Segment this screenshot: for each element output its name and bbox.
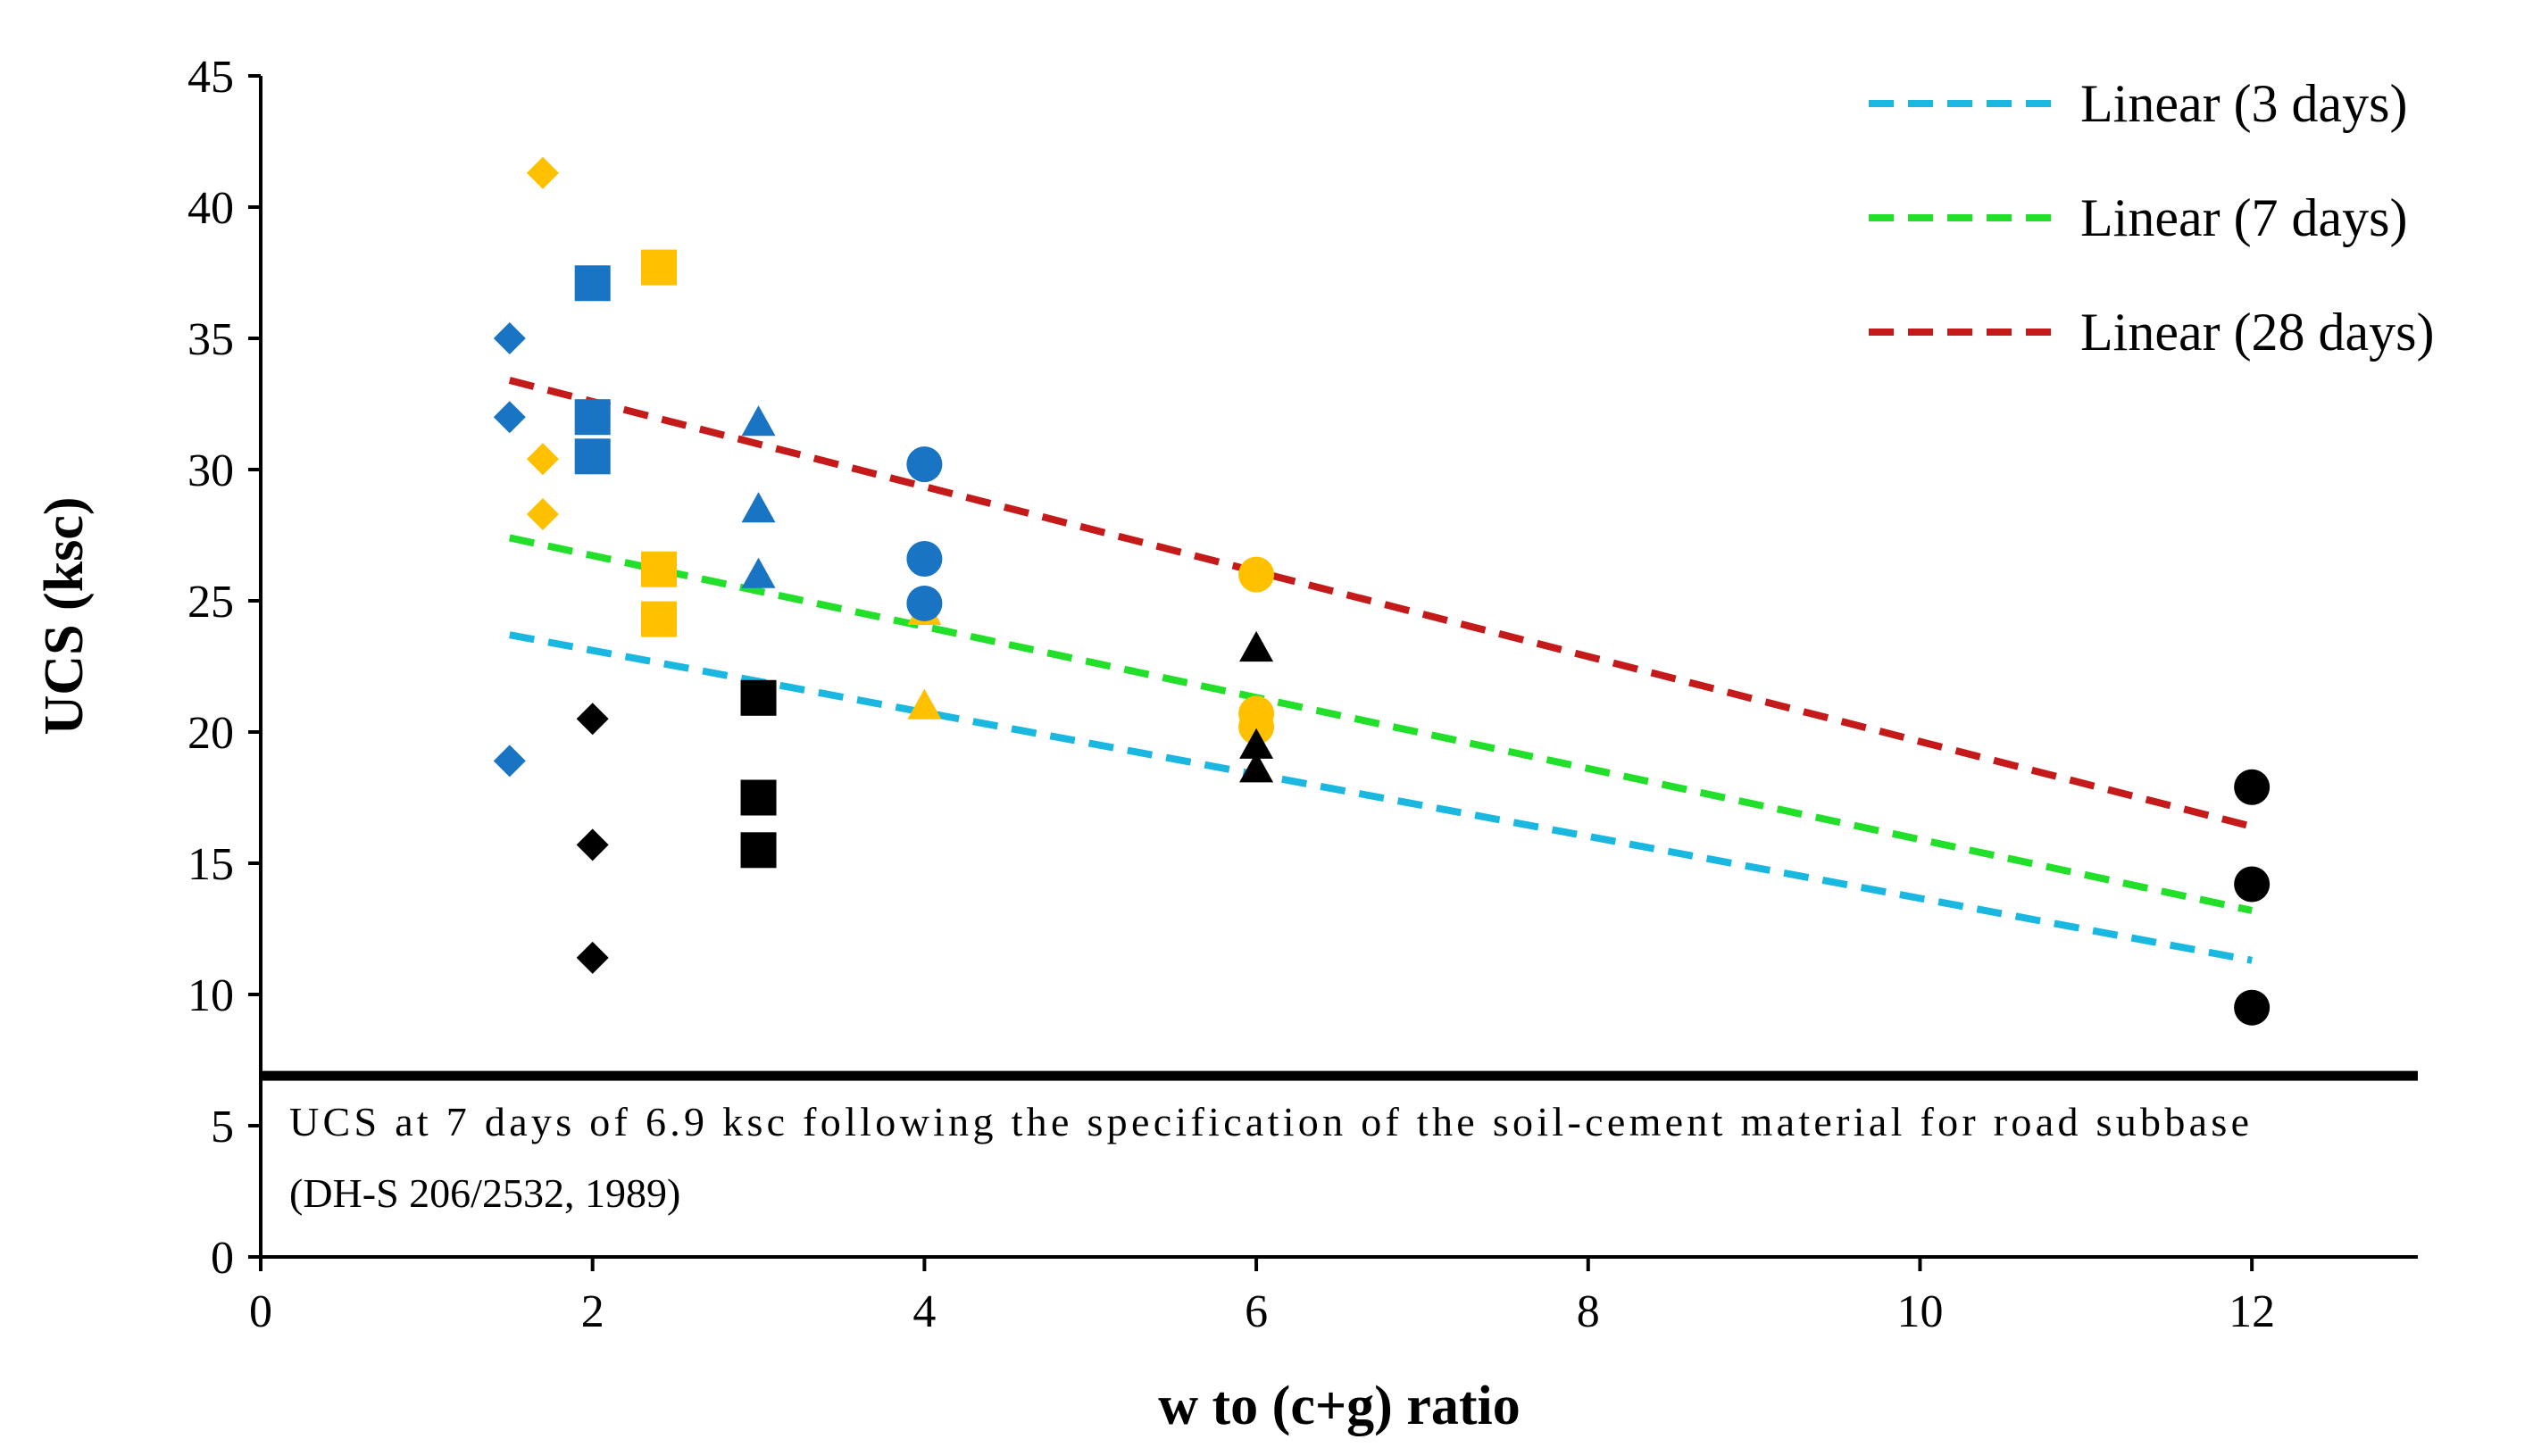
reference-note-line2: (DH-S 206/2532, 1989)	[289, 1170, 680, 1216]
x-tick-label: 4	[912, 1286, 936, 1337]
data-point-square	[574, 265, 611, 302]
y-axis-title: UCS (ksc)	[34, 497, 95, 736]
y-tick-label: 15	[187, 839, 234, 890]
data-point-square	[641, 249, 678, 286]
y-tick-label: 0	[211, 1233, 234, 1284]
data-point-diamond	[493, 401, 526, 434]
data-point-square	[641, 551, 678, 587]
x-tick-label: 6	[1245, 1286, 1268, 1337]
y-tick-label: 40	[187, 183, 234, 234]
data-point-triangle	[907, 688, 942, 720]
data-points	[493, 156, 2271, 1026]
x-tick-label: 10	[1896, 1286, 1943, 1337]
y-tick-label: 5	[211, 1102, 234, 1152]
data-point-diamond	[576, 703, 609, 736]
data-point-square	[641, 601, 678, 637]
data-point-circle	[2234, 989, 2271, 1026]
data-point-triangle	[741, 492, 776, 523]
data-point-square	[740, 779, 777, 816]
legend-label: Linear (28 days)	[2080, 303, 2435, 362]
y-tick-label: 35	[187, 314, 234, 365]
data-point-triangle	[741, 557, 776, 588]
data-point-triangle	[1239, 728, 1274, 759]
trendline	[508, 377, 2254, 830]
data-point-triangle	[1239, 630, 1274, 662]
legend-label: Linear (7 days)	[2080, 188, 2408, 247]
trendlines	[508, 377, 2254, 964]
y-tick-label: 10	[187, 970, 234, 1021]
y-tick-label: 30	[187, 445, 234, 496]
axis-titles: w to (c+g) ratio UCS (ksc)	[34, 497, 1521, 1436]
legend: Linear (3 days) Linear (7 days) Linear (28…	[1869, 74, 2435, 362]
data-point-diamond	[526, 497, 559, 530]
data-point-circle	[906, 585, 943, 621]
data-point-square	[740, 679, 777, 716]
trendline	[509, 631, 2253, 964]
data-point-diamond	[576, 828, 609, 861]
reference-line-group: UCS at 7 days of 6.9 ksc following the s…	[261, 1070, 2418, 1216]
y-tick-label: 45	[187, 52, 234, 103]
axes: 0 5 10 15 20 25 30 35 40 45 0 2 4 6 8 10 12	[187, 52, 2418, 1337]
trendline	[508, 534, 2253, 914]
data-point-diamond	[493, 745, 526, 778]
data-point-diamond	[576, 941, 609, 974]
x-tick-label: 2	[581, 1286, 604, 1337]
x-tick-label: 0	[249, 1286, 272, 1337]
data-point-diamond	[493, 322, 526, 354]
x-axis-title: w to (c+g) ratio	[1158, 1376, 1520, 1436]
data-point-circle	[1238, 709, 1275, 745]
data-point-circle	[2234, 866, 2271, 903]
data-point-diamond	[526, 443, 559, 476]
data-point-circle	[1238, 556, 1275, 593]
x-tick-label: 12	[2229, 1286, 2275, 1337]
data-point-square	[740, 832, 777, 869]
reference-note-line1: UCS at 7 days of 6.9 ksc following the s…	[289, 1099, 2249, 1144]
data-point-square	[574, 399, 611, 436]
y-tick-label: 20	[187, 708, 234, 759]
data-point-circle	[906, 540, 943, 577]
data-point-triangle	[1239, 752, 1274, 783]
data-point-circle	[2234, 769, 2271, 805]
data-point-circle	[906, 446, 943, 483]
legend-label: Linear (3 days)	[2080, 74, 2408, 133]
data-point-square	[574, 438, 611, 475]
data-point-triangle	[741, 405, 776, 437]
y-tick-label: 25	[187, 577, 234, 628]
x-tick-label: 8	[1577, 1286, 1600, 1337]
data-point-diamond	[526, 156, 559, 189]
